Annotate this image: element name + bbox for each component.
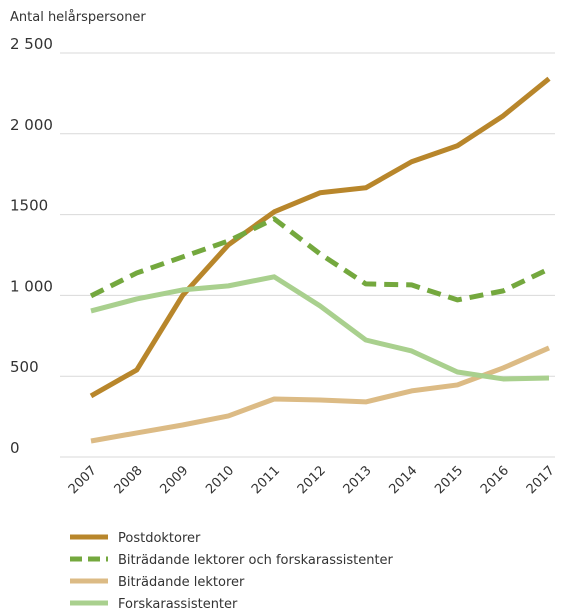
y-tick-label: 0 [10, 439, 20, 457]
x-tick-label: 2017 [524, 463, 558, 497]
legend-label: Postdoktorer [118, 531, 201, 546]
y-tick-label: 1 000 [10, 277, 53, 295]
legend-label: Forskarassistenter [118, 597, 238, 610]
legend-label: Biträdande lektorer och forskarassistent… [118, 553, 394, 568]
series-line [90, 274, 550, 382]
x-tick-label: 2016 [478, 463, 512, 497]
y-tick-label: 2 500 [10, 35, 53, 53]
y-tick-label: 2 000 [10, 116, 53, 134]
x-tick-label: 2013 [341, 463, 375, 497]
x-tick-label: 2012 [295, 463, 329, 497]
legend-label: Biträdande lektorer [118, 575, 245, 590]
x-tick-label: 2011 [249, 463, 283, 497]
series-line [89, 216, 551, 303]
series-line [90, 345, 551, 444]
x-tick-label: 2008 [112, 463, 146, 497]
y-axis-label: Antal helårspersoner [10, 10, 146, 25]
y-tick-label: 1500 [10, 197, 48, 215]
y-tick-label: 500 [10, 358, 39, 376]
x-tick-label: 2015 [432, 463, 466, 497]
x-tick-label: 2007 [66, 463, 100, 497]
x-tick-label: 2010 [203, 463, 237, 497]
series-line [89, 76, 551, 399]
x-tick-label: 2014 [386, 463, 420, 497]
x-tick-label: 2009 [157, 463, 191, 497]
